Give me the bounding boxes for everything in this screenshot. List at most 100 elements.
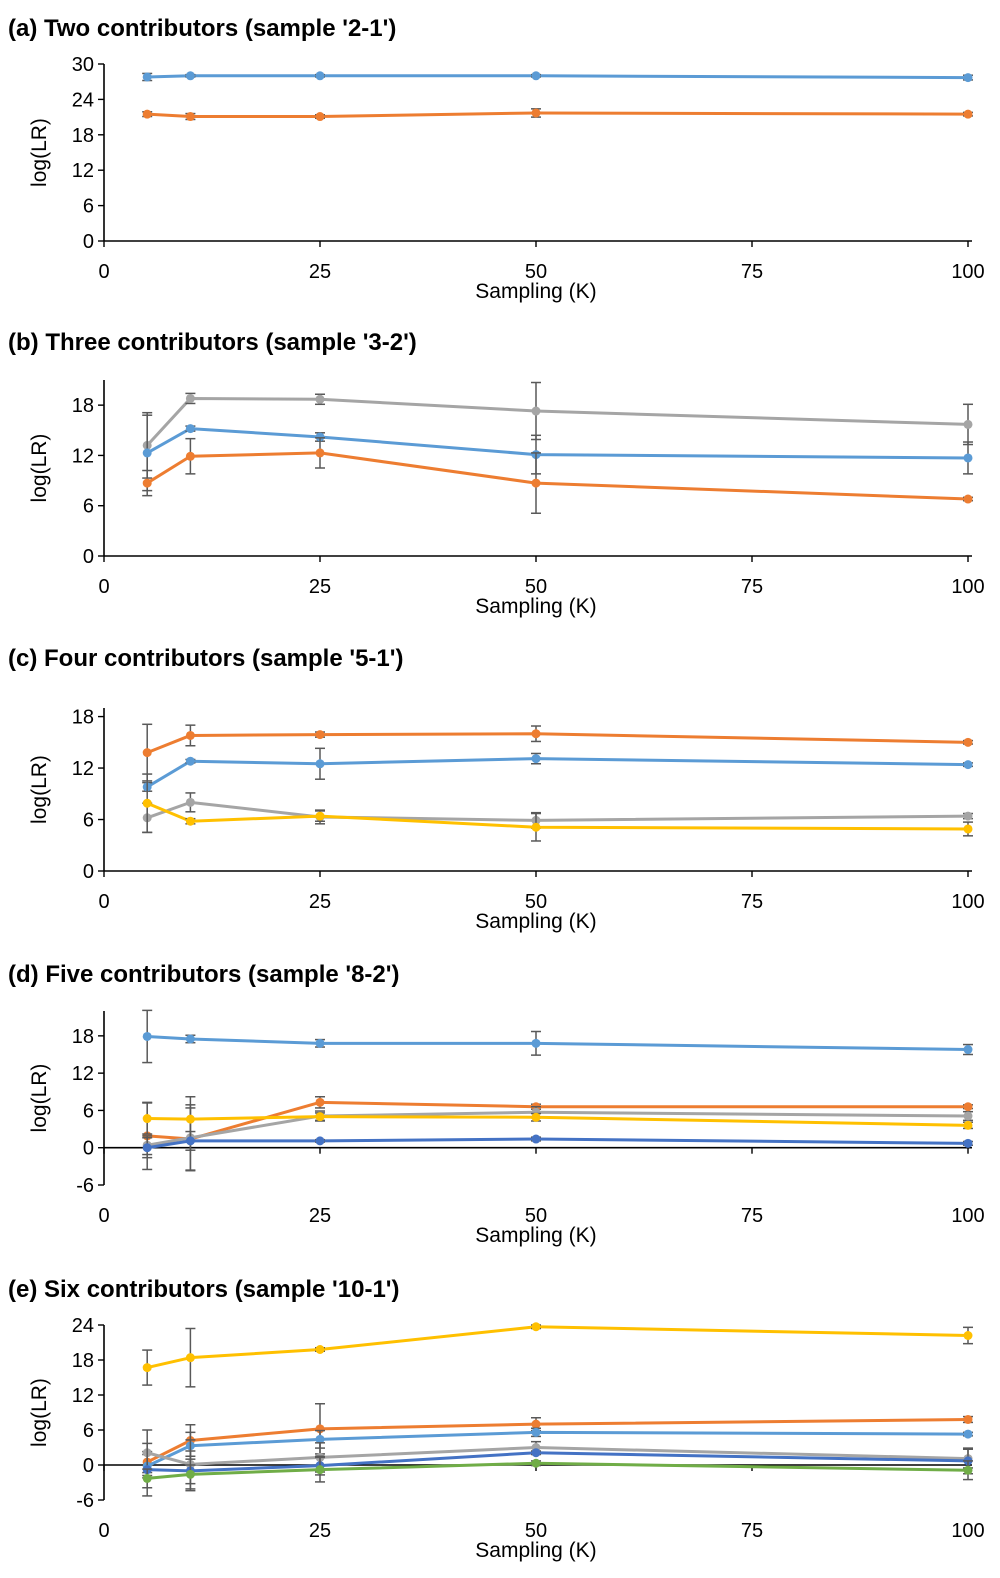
data-point — [963, 811, 973, 821]
data-point — [963, 1429, 973, 1439]
x-tick-label: 25 — [309, 891, 331, 913]
x-axis-label: Sampling (K) — [475, 1224, 596, 1247]
x-tick-label: 75 — [741, 1520, 763, 1542]
data-point — [315, 432, 325, 442]
series-0 — [142, 71, 973, 83]
y-tick-label: 18 — [72, 1350, 94, 1372]
y-tick-label: 12 — [72, 445, 94, 467]
data-point — [963, 824, 973, 834]
data-point — [185, 71, 195, 81]
data-point — [315, 730, 325, 740]
data-point — [531, 71, 541, 81]
data-point — [315, 1345, 325, 1354]
y-axis-label: log(LR) — [28, 1378, 51, 1447]
x-tick-label: 75 — [741, 1205, 763, 1227]
data-point — [185, 1034, 195, 1044]
x-tick-label: 0 — [98, 1205, 109, 1227]
y-tick-label: 6 — [83, 196, 94, 218]
data-point — [531, 1427, 541, 1437]
data-point — [315, 1136, 325, 1146]
series-2 — [142, 437, 973, 515]
data-point — [315, 394, 325, 404]
y-tick-label: 18 — [72, 395, 94, 417]
y-tick-label: -6 — [76, 1175, 94, 1197]
series-1 — [142, 108, 973, 122]
data-point — [963, 760, 973, 770]
y-tick-label: 6 — [83, 1100, 94, 1122]
chart-panel-0: (a) Two contributors (sample '2-1') 0 6 12 1… — [8, 15, 985, 303]
chart-title: (d) Five contributors (sample '8-2') — [8, 961, 399, 988]
chart-title: (a) Two contributors (sample '2-1') — [8, 15, 396, 42]
data-point — [963, 73, 973, 83]
x-tick-label: 100 — [951, 261, 984, 283]
x-tick-label: 25 — [309, 1205, 331, 1227]
x-tick-label: 75 — [741, 576, 763, 598]
y-tick-label: 12 — [72, 1385, 94, 1407]
y-tick-label: 0 — [83, 1138, 94, 1160]
data-point — [531, 108, 541, 118]
data-point — [142, 1363, 152, 1373]
series-line — [146, 451, 969, 501]
y-tick-label: 18 — [72, 1026, 94, 1048]
data-point — [963, 1111, 973, 1121]
data-point — [531, 406, 541, 416]
y-tick-label: 0 — [83, 861, 94, 883]
series-1 — [142, 1096, 973, 1171]
series-3 — [142, 1096, 973, 1143]
chart-title: (c) Four contributors (sample '5-1') — [8, 645, 403, 672]
series-line — [146, 1137, 969, 1150]
x-tick-label: 100 — [951, 1205, 984, 1227]
y-axis-label: log(LR) — [28, 118, 51, 187]
data-point — [185, 112, 195, 122]
data-point — [185, 816, 195, 826]
y-tick-label: 6 — [83, 810, 94, 832]
data-point — [185, 797, 195, 807]
y-tick-label: 0 — [83, 546, 94, 568]
data-point — [315, 448, 325, 458]
x-tick-label: 50 — [525, 1205, 547, 1227]
series-3 — [142, 773, 973, 842]
series-5 — [142, 1456, 973, 1489]
data-point — [185, 1114, 195, 1124]
x-tick-label: 75 — [741, 891, 763, 913]
x-tick-label: 100 — [951, 891, 984, 913]
data-point — [142, 1031, 152, 1041]
data-point — [185, 756, 195, 766]
x-tick-label: 25 — [309, 576, 331, 598]
x-tick-label: 25 — [309, 261, 331, 283]
x-tick-label: 50 — [525, 576, 547, 598]
data-point — [142, 748, 152, 758]
data-point — [531, 1458, 541, 1468]
x-axis-label: Sampling (K) — [475, 910, 596, 933]
data-point — [531, 1134, 541, 1144]
data-point — [142, 798, 152, 808]
x-tick-label: 50 — [525, 891, 547, 913]
series-line — [146, 1446, 969, 1466]
data-point — [531, 1448, 541, 1458]
data-point — [963, 1045, 973, 1055]
data-point — [185, 451, 195, 461]
data-point — [531, 1112, 541, 1122]
data-point — [142, 72, 152, 82]
data-point — [315, 112, 325, 122]
x-tick-label: 25 — [309, 1520, 331, 1542]
series-0 — [142, 723, 973, 782]
data-point — [963, 1465, 973, 1475]
y-tick-label: 0 — [83, 1455, 94, 1477]
data-point — [315, 1434, 325, 1444]
x-tick-label: 75 — [741, 261, 763, 283]
data-point — [531, 754, 541, 764]
series-0 — [142, 381, 973, 479]
x-tick-label: 0 — [98, 576, 109, 598]
data-point — [315, 1038, 325, 1048]
y-tick-label: 24 — [72, 89, 94, 111]
series-line — [147, 111, 969, 119]
data-point — [315, 1097, 325, 1107]
data-point — [315, 759, 325, 769]
data-point — [142, 1473, 152, 1483]
y-tick-label: 18 — [72, 707, 94, 729]
y-tick-label: 12 — [72, 160, 94, 182]
data-point — [963, 1120, 973, 1130]
x-tick-label: 50 — [525, 1520, 547, 1542]
